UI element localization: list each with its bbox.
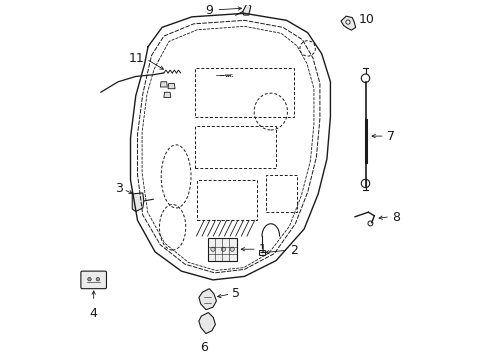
- Text: 3: 3: [115, 182, 122, 195]
- Circle shape: [367, 221, 372, 226]
- Circle shape: [221, 247, 225, 251]
- Text: 1: 1: [258, 243, 266, 256]
- Polygon shape: [132, 193, 143, 212]
- Text: 7: 7: [386, 130, 394, 143]
- Circle shape: [361, 179, 369, 188]
- Text: 2: 2: [289, 244, 297, 257]
- Circle shape: [87, 278, 91, 281]
- Text: 5: 5: [232, 287, 240, 300]
- Circle shape: [345, 20, 349, 24]
- Polygon shape: [199, 312, 215, 334]
- Polygon shape: [242, 3, 250, 15]
- Text: 10: 10: [358, 13, 374, 26]
- Polygon shape: [340, 16, 355, 30]
- Text: 6: 6: [200, 341, 208, 354]
- Polygon shape: [199, 289, 216, 310]
- Polygon shape: [168, 84, 175, 89]
- Circle shape: [96, 278, 100, 281]
- Polygon shape: [163, 92, 170, 98]
- Text: 11: 11: [128, 52, 144, 65]
- Text: 8: 8: [391, 211, 399, 224]
- Polygon shape: [160, 82, 167, 87]
- FancyBboxPatch shape: [258, 251, 264, 255]
- FancyBboxPatch shape: [207, 238, 237, 261]
- Circle shape: [230, 247, 234, 251]
- Circle shape: [361, 74, 369, 82]
- FancyBboxPatch shape: [81, 271, 106, 289]
- Text: 9: 9: [204, 4, 212, 17]
- Circle shape: [210, 247, 215, 251]
- Text: 4: 4: [90, 307, 98, 320]
